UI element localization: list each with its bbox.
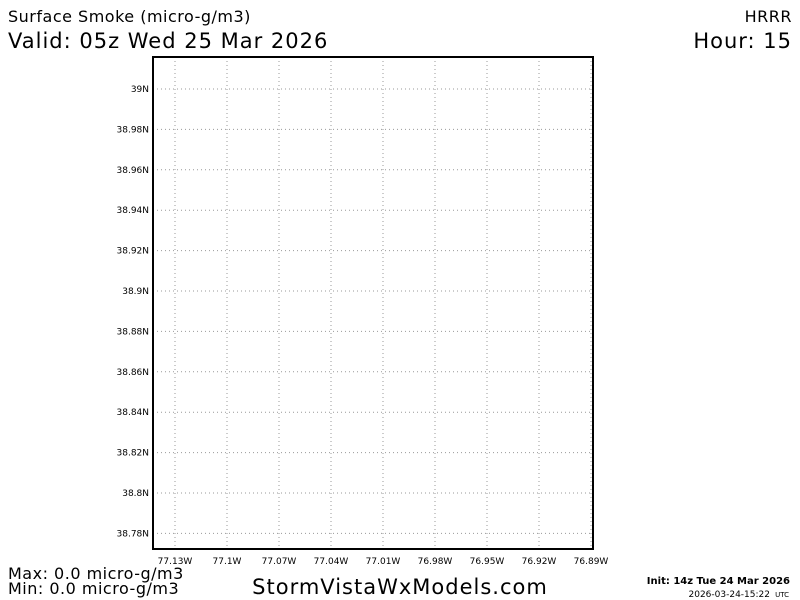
lon-label: 77.1W bbox=[213, 557, 242, 567]
lat-label: 38.82N bbox=[117, 449, 150, 459]
lat-label: 38.96N bbox=[117, 166, 150, 176]
lon-label: 76.98W bbox=[418, 557, 453, 567]
lon-label: 77.13W bbox=[158, 557, 193, 567]
site-name: StormVistaWxModels.com bbox=[252, 575, 548, 599]
forecast-hour: Hour: 15 bbox=[693, 29, 792, 53]
lat-label: 38.98N bbox=[117, 125, 150, 135]
lon-label: 77.01W bbox=[366, 557, 401, 567]
lat-label: 38.86N bbox=[117, 368, 150, 378]
valid-time: Valid: 05z Wed 25 Mar 2026 bbox=[8, 29, 328, 53]
timestamp: 2026-03-24-15:22 bbox=[689, 590, 771, 600]
product-title: Surface Smoke (micro-g/m3) bbox=[8, 7, 251, 26]
init-time: Init: 14z Tue 24 Mar 2026 bbox=[647, 576, 790, 587]
model-name: HRRR bbox=[745, 7, 792, 26]
lat-label: 38.88N bbox=[117, 327, 150, 337]
lat-label: 38.94N bbox=[117, 206, 150, 216]
map-grid bbox=[153, 57, 593, 549]
lon-label: 76.89W bbox=[574, 557, 609, 567]
lat-label: 39N bbox=[131, 85, 149, 95]
lon-label: 77.07W bbox=[262, 557, 297, 567]
lon-label: 76.95W bbox=[470, 557, 505, 567]
timezone: UTC bbox=[775, 591, 789, 599]
max-value: Max: 0.0 micro-g/m3 bbox=[8, 564, 184, 583]
lat-label: 38.92N bbox=[117, 247, 150, 257]
map-frame bbox=[152, 56, 594, 550]
lat-label: 38.78N bbox=[117, 529, 150, 539]
lon-label: 77.04W bbox=[314, 557, 349, 567]
lon-label: 76.92W bbox=[522, 557, 557, 567]
min-value: Min: 0.0 micro-g/m3 bbox=[8, 579, 179, 598]
lat-label: 38.84N bbox=[117, 408, 150, 418]
lat-label: 38.8N bbox=[122, 489, 149, 499]
lat-label: 38.9N bbox=[122, 287, 149, 297]
